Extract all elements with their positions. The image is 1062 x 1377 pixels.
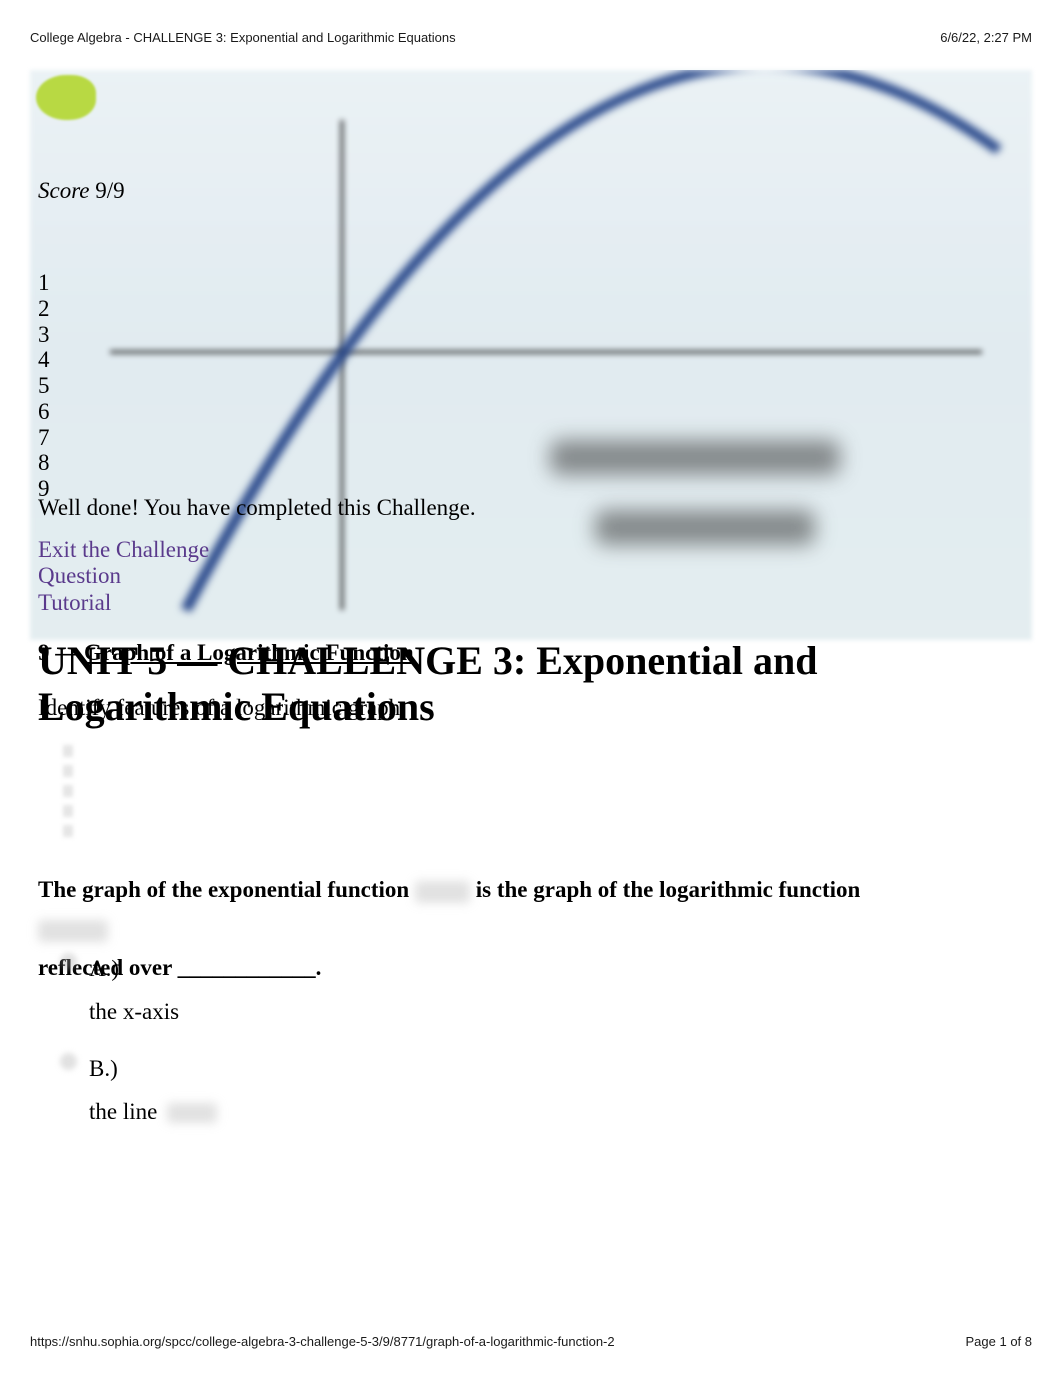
footer-page: Page 1 of 8 (966, 1334, 1033, 1349)
nav-item-2[interactable]: 2 (38, 296, 50, 322)
question-nav-list: 1 2 3 4 5 6 7 8 9 (38, 270, 50, 502)
answer-text: the x-axis (89, 991, 179, 1034)
answer-option-b[interactable]: B.) the line (60, 1048, 217, 1133)
dot-icon (63, 785, 73, 797)
formula-blur-1 (550, 440, 840, 475)
nav-item-7[interactable]: 7 (38, 425, 50, 451)
nav-item-3[interactable]: 3 (38, 322, 50, 348)
score-label: Score (38, 178, 90, 203)
dot-icon (63, 805, 73, 817)
tutorial-link[interactable]: Tutorial (38, 590, 209, 616)
blurred-content (167, 1103, 217, 1123)
content-area: Score 9/9 1 2 3 4 5 6 7 8 9 Well done! Y… (30, 70, 1032, 1317)
question-link[interactable]: Question (38, 563, 209, 589)
header-title: College Algebra - CHALLENGE 3: Exponenti… (30, 30, 456, 45)
print-header: College Algebra - CHALLENGE 3: Exponenti… (30, 30, 1032, 45)
score-display: Score 9/9 (38, 178, 125, 204)
header-timestamp: 6/6/22, 2:27 PM (940, 30, 1032, 45)
nav-item-5[interactable]: 5 (38, 373, 50, 399)
question-subtitle: Identify features of a logarithmic graph… (38, 695, 406, 721)
answer-letter: B.) (89, 1048, 217, 1091)
dot-icon (63, 745, 73, 757)
prompt-part-1: The graph of the exponential function (38, 877, 409, 902)
nav-item-8[interactable]: 8 (38, 450, 50, 476)
answer-content: B.) the line (89, 1048, 217, 1133)
completion-message: Well done! You have completed this Chall… (38, 495, 476, 521)
formula-blur-2 (595, 510, 815, 545)
answer-option-a[interactable]: A.) the x-axis (60, 948, 217, 1033)
decorative-stack (63, 745, 75, 845)
nav-item-6[interactable]: 6 (38, 399, 50, 425)
nav-item-4[interactable]: 4 (38, 347, 50, 373)
answer-letter: A.) (89, 948, 179, 991)
exit-challenge-link[interactable]: Exit the Challenge (38, 537, 209, 563)
answer-content: A.) the x-axis (89, 948, 179, 1033)
footer-url: https://snhu.sophia.org/spcc/college-alg… (30, 1334, 615, 1349)
blurred-content (38, 920, 108, 942)
dot-icon (63, 825, 73, 837)
prompt-part-2: is the graph of the logarithmic function (476, 877, 861, 902)
dot-icon (63, 765, 73, 777)
answer-text: the line (89, 1099, 157, 1124)
print-footer: https://snhu.sophia.org/spcc/college-alg… (30, 1334, 1032, 1349)
answer-list: A.) the x-axis B.) the line (60, 948, 217, 1148)
nav-item-1[interactable]: 1 (38, 270, 50, 296)
blurred-content (415, 881, 470, 903)
score-value: 9/9 (95, 178, 124, 203)
radio-icon[interactable] (60, 953, 77, 970)
radio-icon[interactable] (60, 1053, 77, 1070)
link-block: Exit the Challenge Question Tutorial (38, 537, 209, 616)
